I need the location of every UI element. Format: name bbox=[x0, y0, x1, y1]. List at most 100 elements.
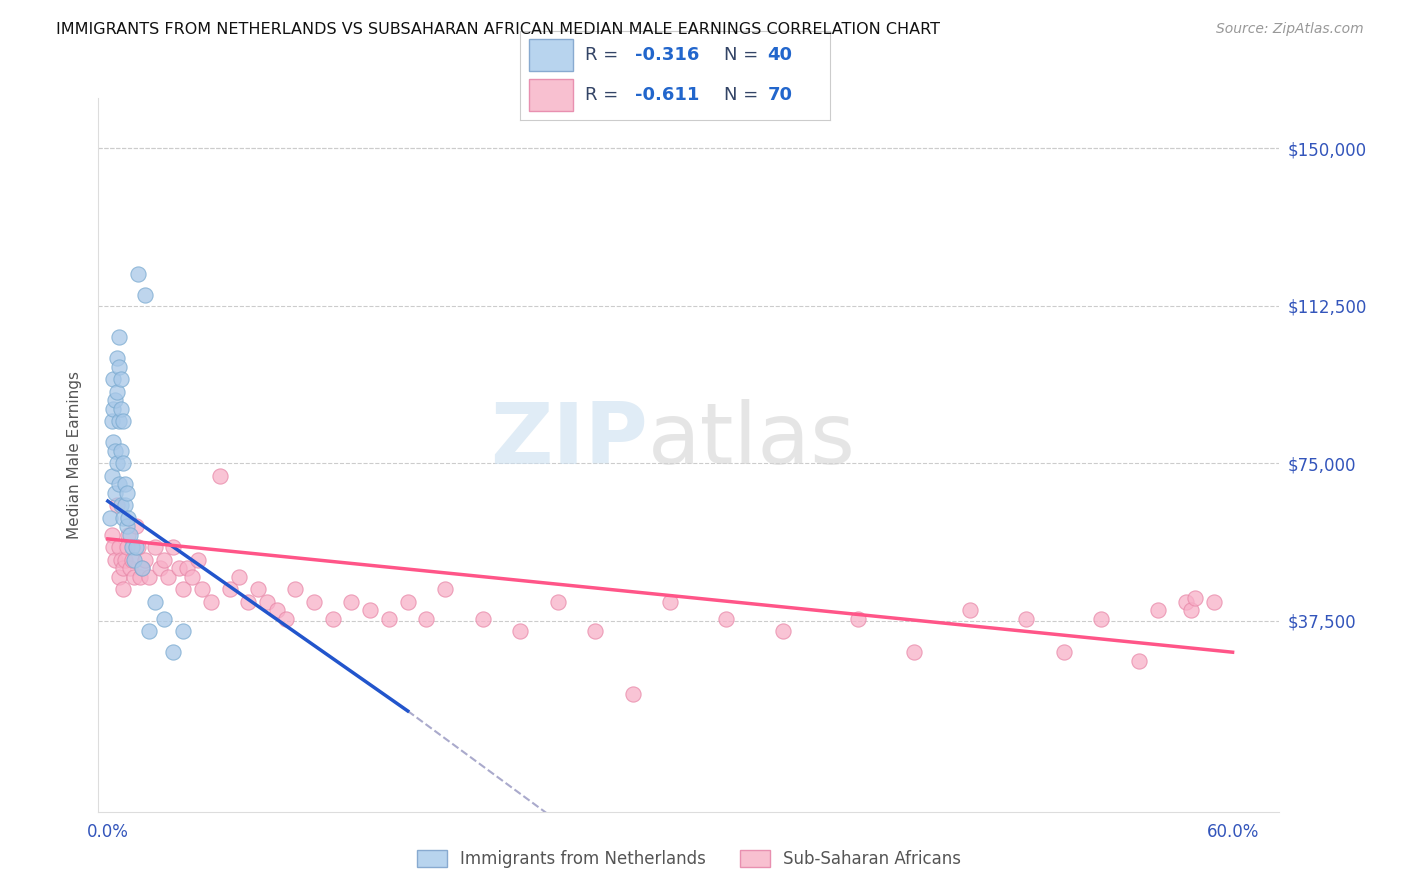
Point bbox=[509, 624, 531, 639]
Point bbox=[1174, 595, 1197, 609]
Text: N =: N = bbox=[724, 87, 765, 104]
Text: atlas: atlas bbox=[648, 399, 856, 483]
Point bbox=[138, 569, 160, 583]
Point bbox=[396, 595, 419, 609]
Point bbox=[128, 569, 150, 583]
Point bbox=[153, 612, 176, 626]
Point bbox=[105, 498, 128, 512]
Point bbox=[274, 612, 297, 626]
Point bbox=[115, 541, 138, 555]
FancyBboxPatch shape bbox=[530, 79, 572, 112]
Point bbox=[121, 553, 143, 567]
Point bbox=[103, 372, 125, 386]
Point bbox=[167, 561, 190, 575]
Point bbox=[1128, 654, 1150, 668]
Point bbox=[772, 624, 794, 639]
Point bbox=[111, 561, 134, 575]
Point bbox=[181, 569, 204, 583]
Point bbox=[114, 477, 136, 491]
Point bbox=[104, 443, 127, 458]
Point bbox=[110, 372, 132, 386]
Point bbox=[111, 456, 134, 470]
Point bbox=[110, 443, 132, 458]
Text: N =: N = bbox=[724, 46, 765, 64]
Point bbox=[125, 519, 148, 533]
Text: R =: R = bbox=[585, 46, 624, 64]
Point bbox=[134, 553, 156, 567]
Point bbox=[187, 553, 209, 567]
Point bbox=[114, 498, 136, 512]
Point bbox=[172, 582, 194, 597]
Point bbox=[103, 541, 125, 555]
Point bbox=[143, 541, 166, 555]
Point bbox=[471, 612, 494, 626]
Point bbox=[121, 541, 143, 555]
Point bbox=[156, 569, 179, 583]
Point bbox=[108, 330, 131, 344]
Point bbox=[120, 561, 142, 575]
Point bbox=[117, 527, 139, 541]
Point bbox=[134, 288, 156, 302]
Text: 70: 70 bbox=[768, 87, 793, 104]
Point bbox=[105, 384, 128, 399]
Point bbox=[190, 582, 212, 597]
Point bbox=[108, 541, 131, 555]
Point bbox=[115, 485, 138, 500]
Point bbox=[659, 595, 682, 609]
Point bbox=[266, 603, 288, 617]
Point bbox=[104, 393, 127, 408]
Point bbox=[959, 603, 981, 617]
Point bbox=[115, 519, 138, 533]
Point bbox=[322, 612, 344, 626]
Point bbox=[209, 469, 232, 483]
Point bbox=[114, 553, 136, 567]
Point bbox=[162, 541, 184, 555]
Point bbox=[256, 595, 278, 609]
Point bbox=[108, 569, 131, 583]
Point bbox=[846, 612, 869, 626]
Point bbox=[108, 359, 131, 374]
Point bbox=[415, 612, 437, 626]
Point bbox=[108, 414, 131, 428]
Point bbox=[172, 624, 194, 639]
Point bbox=[103, 435, 125, 450]
Point bbox=[284, 582, 307, 597]
Point bbox=[246, 582, 269, 597]
Point bbox=[547, 595, 569, 609]
Point bbox=[1180, 603, 1202, 617]
Text: -0.316: -0.316 bbox=[634, 46, 699, 64]
Point bbox=[117, 511, 139, 525]
FancyBboxPatch shape bbox=[530, 39, 572, 71]
Point bbox=[111, 582, 134, 597]
Point bbox=[138, 624, 160, 639]
Point bbox=[110, 553, 132, 567]
Point bbox=[127, 541, 149, 555]
Point bbox=[111, 414, 134, 428]
Point bbox=[131, 561, 153, 575]
Point bbox=[1053, 645, 1076, 659]
Point bbox=[125, 541, 148, 555]
Text: ZIP: ZIP bbox=[489, 399, 648, 483]
Point bbox=[434, 582, 457, 597]
Point bbox=[1202, 595, 1225, 609]
Point bbox=[104, 485, 127, 500]
Point bbox=[1090, 612, 1112, 626]
Point bbox=[100, 527, 122, 541]
Point bbox=[200, 595, 222, 609]
Point bbox=[127, 268, 149, 282]
Text: R =: R = bbox=[585, 87, 624, 104]
Text: -0.611: -0.611 bbox=[634, 87, 699, 104]
Point bbox=[340, 595, 363, 609]
Y-axis label: Median Male Earnings: Median Male Earnings bbox=[67, 371, 83, 539]
Point bbox=[131, 561, 153, 575]
Point bbox=[1015, 612, 1038, 626]
Point bbox=[359, 603, 381, 617]
Point bbox=[105, 351, 128, 366]
Point bbox=[1146, 603, 1168, 617]
Point bbox=[378, 612, 401, 626]
Point bbox=[218, 582, 240, 597]
Point bbox=[153, 553, 176, 567]
Point bbox=[105, 456, 128, 470]
Point bbox=[108, 477, 131, 491]
Text: 40: 40 bbox=[768, 46, 793, 64]
